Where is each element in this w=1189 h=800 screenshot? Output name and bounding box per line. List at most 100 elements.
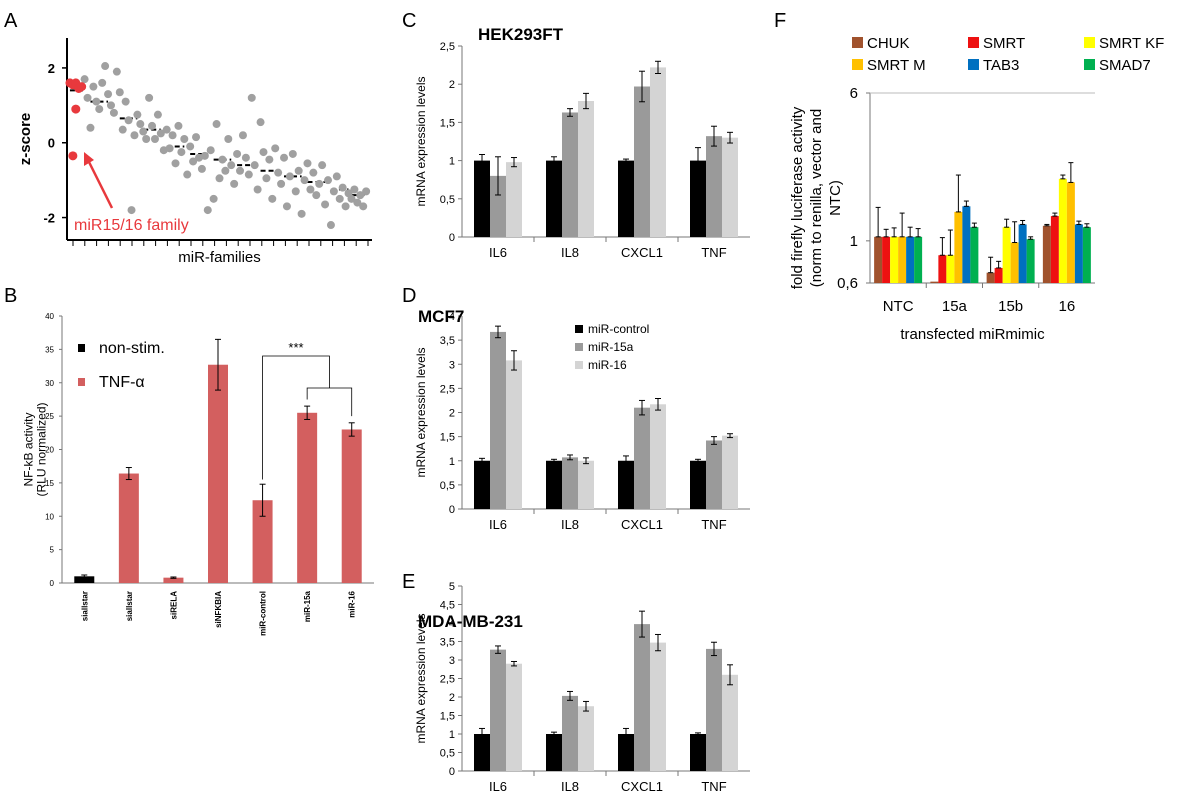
a-annotation-arrow-head [84, 152, 94, 166]
e-title: MDA-MB-231 [418, 612, 523, 631]
a-data-point [215, 174, 224, 183]
b-category-label: miR-16 [348, 590, 357, 617]
f-legend-label: SMAD7 [1099, 57, 1151, 74]
b-significance-bracket [262, 355, 330, 480]
d-bar [562, 457, 578, 509]
a-data-point [212, 120, 221, 129]
c-title: HEK293FT [478, 25, 564, 44]
f-bar [874, 236, 883, 283]
a-data-point [315, 179, 324, 188]
a-data-point [200, 151, 209, 160]
f-legend-label: CHUK [867, 35, 910, 52]
b-category-group: siallstar [80, 591, 89, 621]
a-data-point [262, 174, 271, 183]
f-bar [1066, 182, 1075, 283]
e-category-label: CXCL1 [621, 779, 663, 794]
f-bar [1082, 227, 1091, 283]
b-category-group: siNFKBIA [214, 591, 223, 628]
d-y-tick-label: 2 [449, 408, 455, 420]
panel-letter-d: D [402, 285, 416, 307]
a-data-point [256, 118, 265, 127]
f-category-label: NTC [883, 298, 914, 315]
c-bar [578, 101, 594, 238]
f-bar [1010, 242, 1019, 283]
a-data-point [145, 93, 154, 102]
a-data-point [329, 187, 338, 196]
a-x-axis-label: miR-families [178, 249, 261, 266]
f-bar [1050, 216, 1059, 283]
b-category-label: siNFKBIA [214, 591, 223, 628]
a-data-point [285, 172, 294, 181]
a-data-point [133, 110, 142, 119]
a-data-point [162, 125, 171, 134]
d-bar [690, 460, 706, 509]
e-bar [578, 706, 594, 771]
e-y-tick-label: 1,5 [440, 711, 455, 723]
f-y-tick-label: 6 [850, 85, 858, 102]
panel-letter-b: B [4, 285, 17, 307]
d-bar [618, 460, 634, 509]
a-data-point [350, 185, 359, 194]
a-data-point [321, 200, 330, 209]
c-y-tick-label: 0,5 [440, 194, 455, 206]
a-data-point [101, 62, 110, 71]
c-bar [650, 67, 666, 237]
d-bar [506, 360, 522, 509]
a-data-point [121, 97, 130, 106]
a-data-point [236, 166, 245, 175]
a-data-point [197, 164, 206, 173]
f-legend-swatch [968, 59, 979, 70]
f-bar [986, 272, 995, 283]
a-data-point [142, 135, 151, 143]
d-y-tick-label: 0,5 [440, 480, 455, 492]
a-data-point [362, 187, 371, 196]
c-y-tick-label: 2,5 [440, 41, 455, 53]
e-bar [474, 734, 490, 771]
a-data-point [209, 194, 218, 203]
d-legend-label: miR-control [588, 322, 649, 336]
a-data-point [80, 75, 89, 84]
f-bar [1042, 225, 1051, 283]
d-y-tick-label: 0 [449, 504, 455, 516]
a-data-point [233, 149, 242, 158]
a-data-point [206, 146, 215, 155]
a-highlight-point [71, 104, 81, 114]
c-bar [706, 136, 722, 237]
b-y-tick-label: 25 [45, 412, 54, 421]
f-bar [1018, 224, 1027, 283]
a-data-point [332, 172, 341, 181]
a-data-point [177, 148, 186, 157]
f-legend-label: SMRT KF [1099, 35, 1164, 52]
d-bar [722, 435, 738, 509]
f-category-label: 15b [998, 298, 1023, 315]
d-category-label: CXCL1 [621, 517, 663, 532]
d-y-tick-label: 3 [449, 359, 455, 371]
e-bar [490, 649, 506, 771]
a-y-tick-label: -2 [43, 211, 55, 226]
b-y-tick-label: 30 [45, 379, 54, 388]
a-data-point [139, 127, 148, 136]
a-data-point [274, 168, 283, 177]
c-bar [562, 112, 578, 237]
c-bar [634, 86, 650, 237]
b-category-group: miR-16 [348, 590, 357, 617]
a-y-tick-label: 2 [48, 61, 55, 76]
f-legend-swatch [968, 37, 979, 48]
f-y-axis-label-group: fold firefly luciferase activity (norm to… [789, 106, 844, 289]
f-bar [930, 281, 939, 283]
b-y-tick-label: 15 [45, 479, 54, 488]
f-y-axis-label: fold firefly luciferase activity (norm to… [789, 106, 844, 289]
d-category-label: TNF [701, 517, 726, 532]
a-data-point [318, 161, 327, 170]
b-y-tick-label: 20 [45, 446, 54, 455]
b-bar [74, 576, 95, 583]
c-y-tick-label: 1,5 [440, 117, 455, 129]
a-y-axis-label: z-score [17, 113, 34, 166]
d-legend-swatch [575, 343, 583, 351]
d-y-axis-label-group: mRNA expression levels [414, 347, 428, 477]
a-data-point [280, 153, 289, 162]
b-category-group: miR-15a [303, 590, 312, 622]
c-category-label: TNF [701, 245, 726, 260]
d-y-tick-label: 1,5 [440, 432, 455, 444]
